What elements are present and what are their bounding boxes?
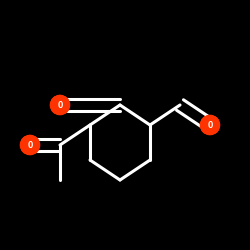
Text: O: O	[27, 140, 33, 149]
Text: O: O	[57, 100, 63, 110]
Circle shape	[50, 96, 70, 114]
Circle shape	[200, 116, 220, 134]
Circle shape	[20, 136, 40, 154]
Text: O: O	[207, 120, 213, 130]
